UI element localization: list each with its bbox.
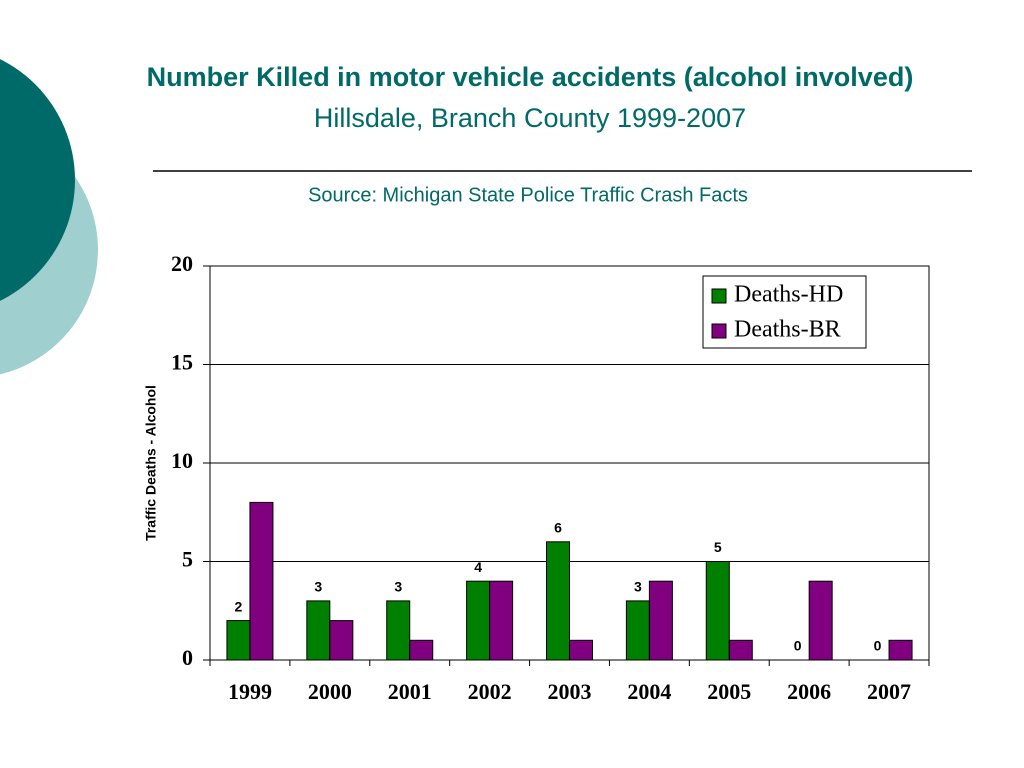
source-note: Source: Michigan State Police Traffic Cr…: [308, 184, 748, 206]
bar: [808, 580, 833, 661]
bar: [625, 600, 650, 661]
bar: [489, 580, 514, 661]
bar: [648, 580, 673, 661]
x-tick-label: 1999: [228, 679, 272, 704]
y-tick-label: 20: [171, 251, 193, 276]
x-tick-label: 2000: [308, 679, 352, 704]
legend-label: Deaths-BR: [734, 317, 841, 343]
x-tick-label: 2002: [468, 679, 512, 704]
bar: [249, 501, 274, 661]
chart-subtitle: Hillsdale, Branch County 1999-2007: [314, 103, 746, 133]
legend-swatch: [711, 323, 727, 339]
bar: [546, 541, 570, 661]
y-tick-label: 10: [171, 448, 193, 473]
bar: [728, 639, 753, 661]
x-tick-label: 2001: [388, 679, 432, 704]
legend-label: Deaths-HD: [734, 282, 843, 308]
decor-circle-dark: [0, 59, 75, 301]
data-label: 6: [554, 520, 562, 536]
bar: [705, 561, 730, 661]
bar: [409, 639, 434, 661]
x-tick-label: 2003: [548, 679, 592, 704]
y-axis-label: Traffic Deaths - Alcohol: [143, 385, 159, 541]
data-label: 3: [634, 579, 642, 595]
legend-box: [702, 275, 867, 349]
x-tick-label: 2005: [707, 679, 751, 704]
x-tick-label: 2007: [867, 679, 911, 704]
x-tick-label: 2004: [627, 679, 671, 704]
bar: [306, 600, 331, 661]
chart-title: Number Killed in motor vehicle accidents…: [147, 62, 914, 92]
data-label: 2: [235, 598, 243, 614]
data-label: 0: [874, 638, 882, 654]
data-label: 4: [474, 559, 482, 575]
data-label: 5: [714, 539, 722, 555]
bar: [466, 580, 491, 661]
bar: [329, 620, 354, 661]
legend-swatch: [711, 288, 727, 304]
data-label: 3: [394, 579, 402, 595]
bar: [888, 639, 913, 661]
bar: [569, 639, 593, 661]
bar: [386, 600, 411, 661]
y-tick-label: 5: [182, 547, 193, 572]
x-tick-label: 2006: [787, 679, 831, 704]
data-label: 3: [314, 579, 322, 595]
bar: [226, 620, 251, 661]
data-label: 0: [794, 638, 802, 654]
y-tick-label: 0: [182, 645, 193, 670]
y-tick-label: 15: [171, 350, 193, 375]
